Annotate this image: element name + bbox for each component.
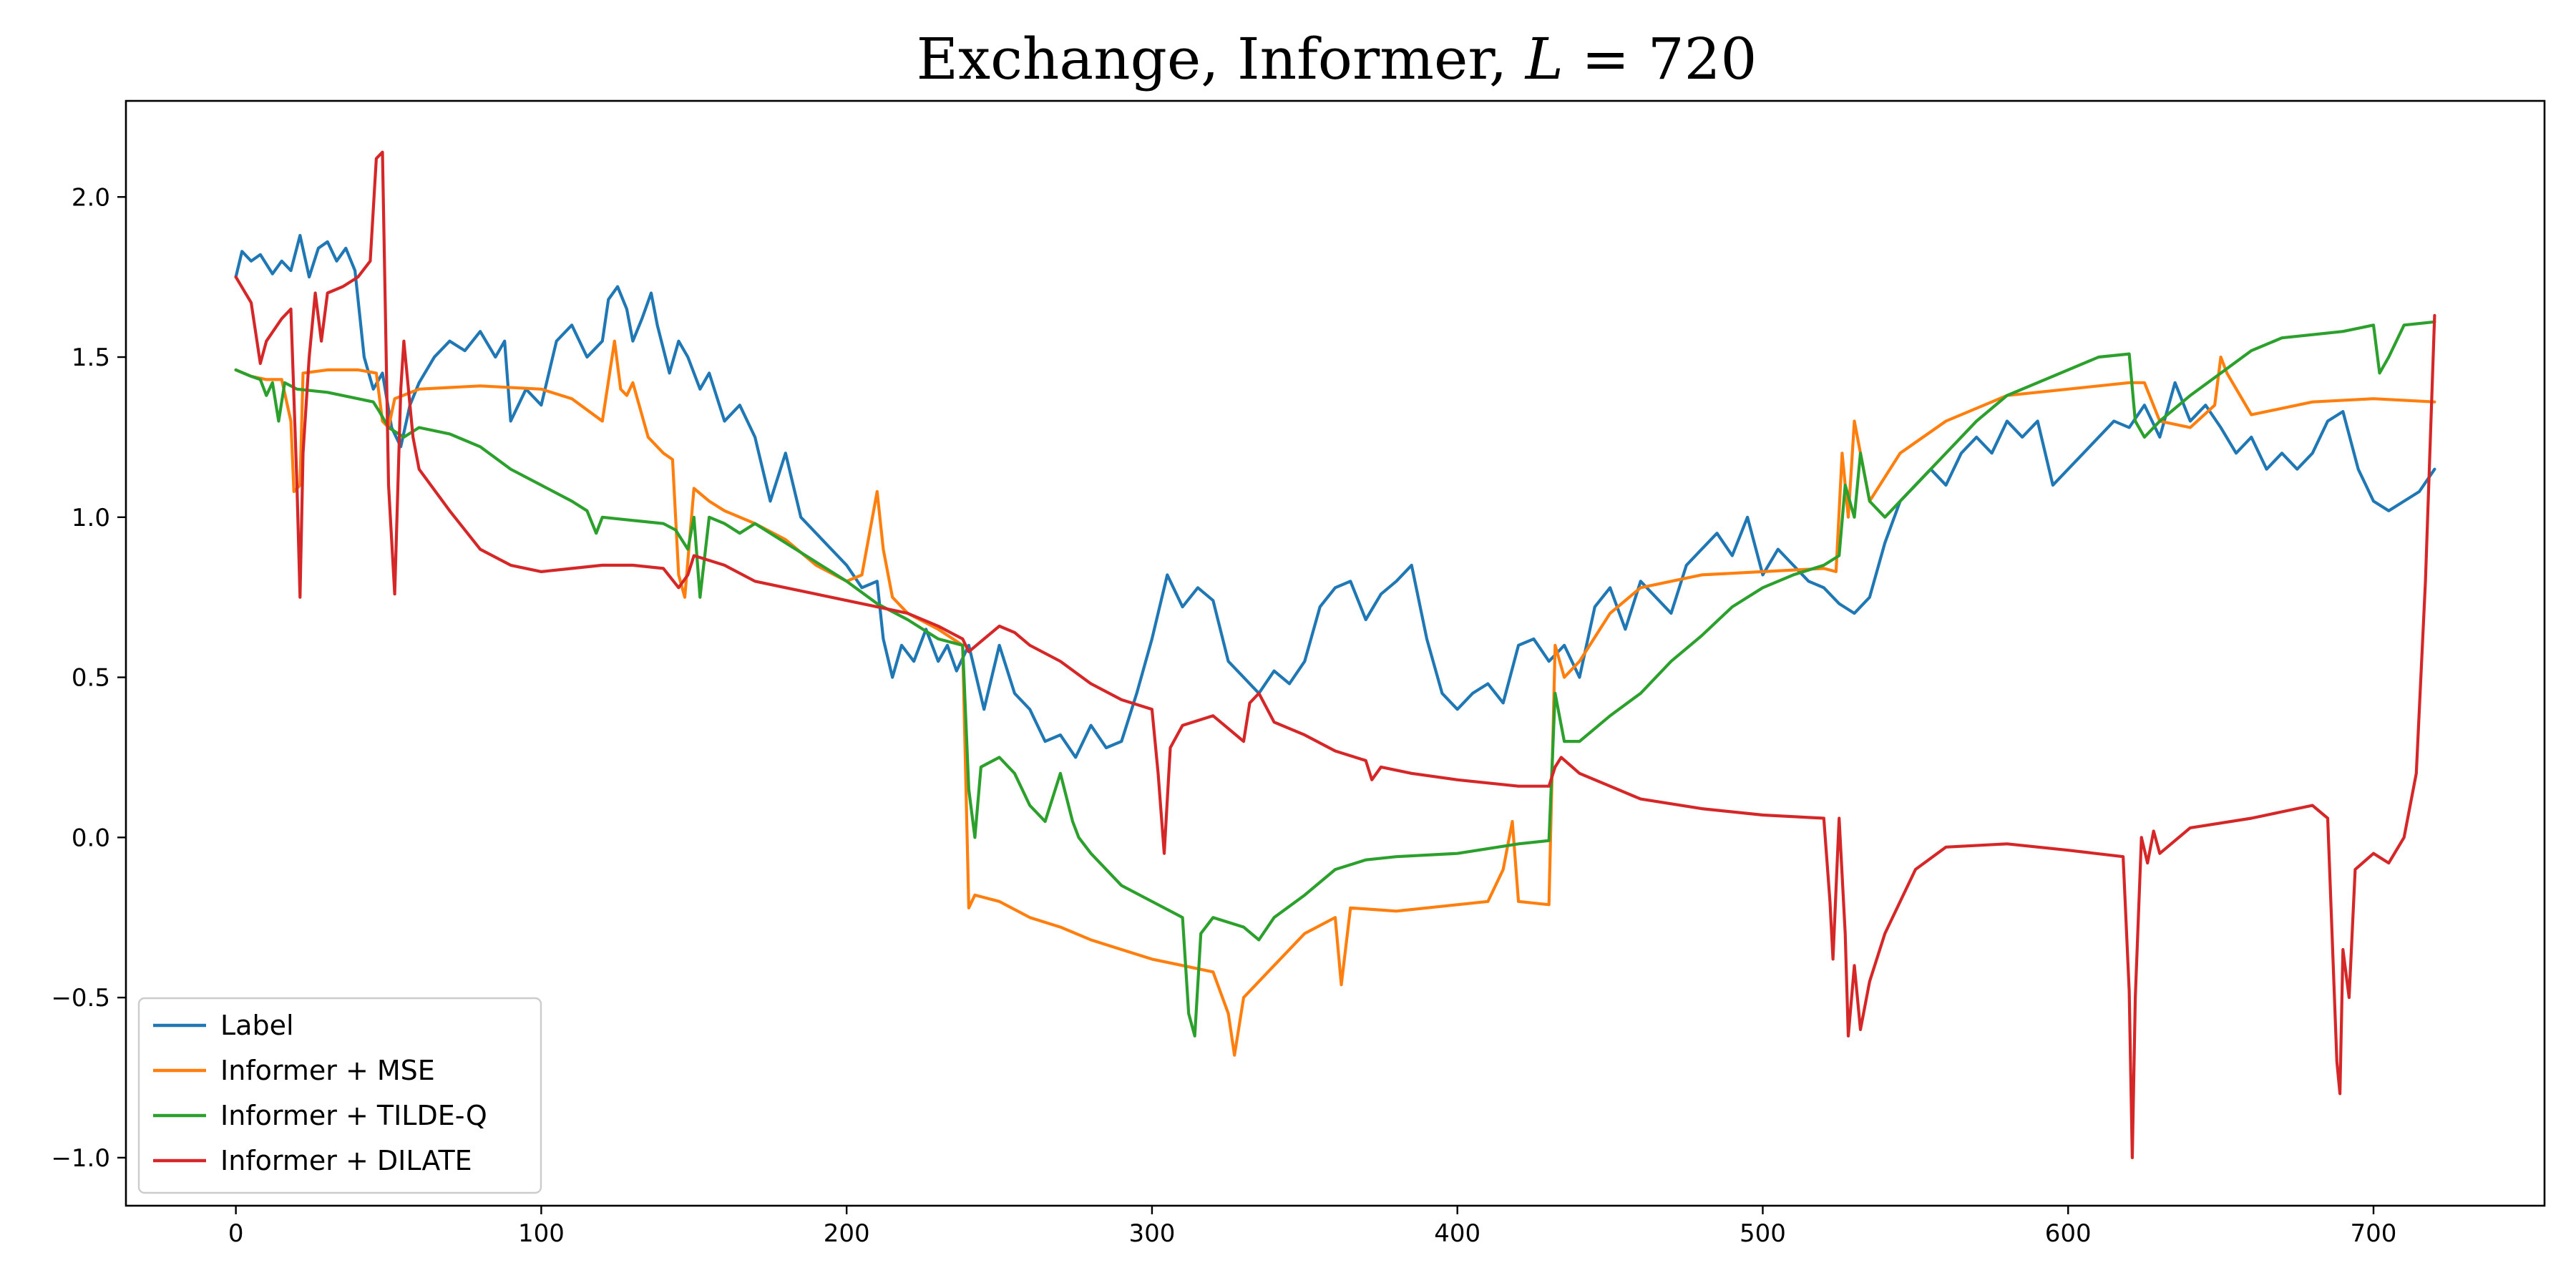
legend-label: Informer + MSE [220,1055,435,1086]
title-text-part: Exchange, Informer, [917,26,1526,92]
legend-label: Informer + DILATE [220,1145,472,1176]
x-tick-label: 100 [518,1219,565,1248]
x-tick-label: 0 [228,1219,244,1248]
x-axis: 0 100 200 300 400 500 600 700 [228,1206,2397,1248]
axes-frame [125,99,2546,1207]
legend-label: Informer + TILDE-Q [220,1100,487,1131]
y-tick-label: 0.5 [72,664,110,693]
y-axis: 2.0 1.5 1.0 0.5 0.0 −0.5 −1.0 [51,183,126,1173]
chart-title: Exchange, Informer, L = 720 [917,26,1757,92]
x-tick-label: 300 [1128,1219,1175,1248]
y-tick-label: −1.0 [51,1144,110,1173]
x-tick-label: 400 [1434,1219,1480,1248]
y-tick-label: 1.5 [72,343,110,372]
series-layer [234,150,2436,1159]
series-line-3 [234,150,2436,1159]
title-variable: L [1524,26,1563,92]
x-tick-label: 600 [2045,1219,2092,1248]
y-tick-label: 0.0 [72,824,110,852]
y-tick-label: 1.0 [72,504,110,532]
legend-box [137,997,542,1194]
series-line-1 [234,339,2436,1057]
legend: Label Informer + MSE Informer + TILDE-Q Inf… [137,997,542,1194]
y-tick-label: −0.5 [51,984,110,1013]
series-line-0 [234,233,2436,759]
series-line-2 [234,320,2436,1038]
y-tick-label: 2.0 [72,183,110,212]
legend-label: Label [220,1010,294,1041]
x-tick-label: 500 [1740,1219,1786,1248]
x-tick-label: 700 [2351,1219,2397,1248]
title-text-part: = 720 [1563,26,1757,92]
plot-area [125,99,2546,1207]
x-tick-label: 200 [824,1219,870,1248]
